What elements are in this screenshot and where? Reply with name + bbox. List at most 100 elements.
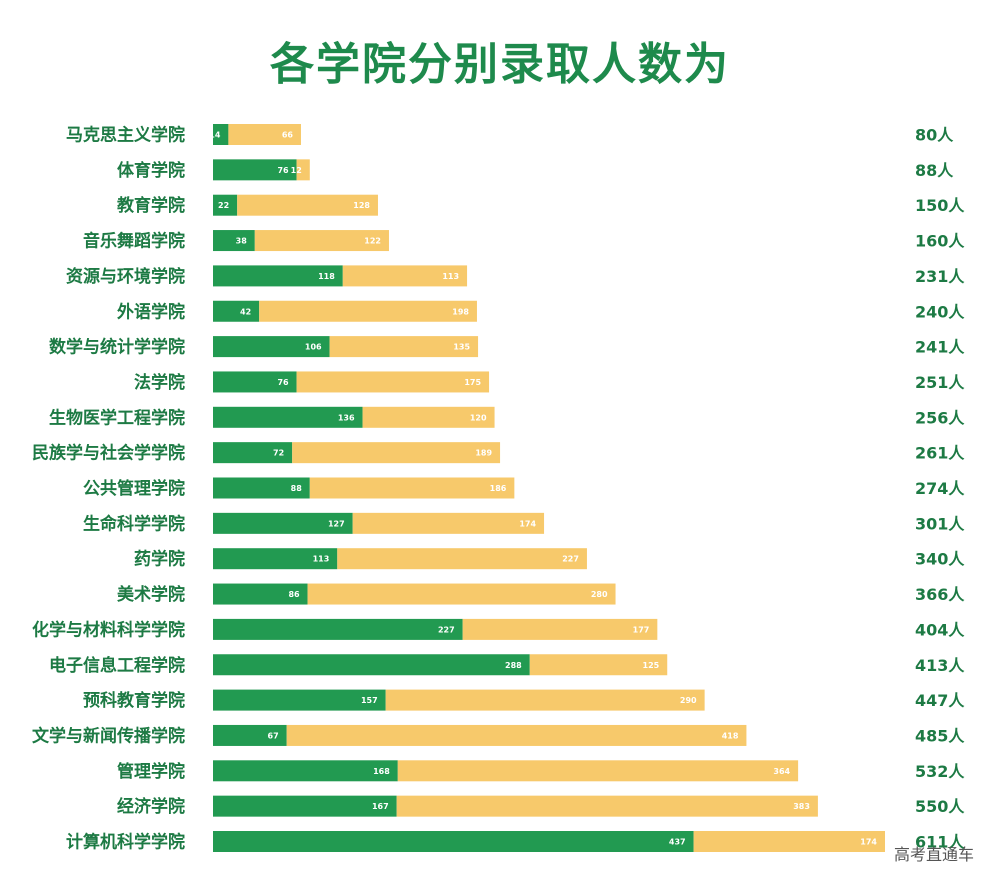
- bar-segment-1: [213, 159, 297, 181]
- bar-segment-1: [213, 442, 293, 464]
- bar-value-label-2: 189: [475, 449, 492, 458]
- category-label: 公共管理学院: [83, 478, 185, 499]
- category-label: 音乐舞蹈学院: [83, 231, 185, 252]
- total-label: 532人: [915, 762, 965, 781]
- bar-segment-1: [213, 124, 229, 145]
- bar-value-label-2: 122: [364, 237, 381, 246]
- bar-value-label-2: 66: [282, 131, 294, 140]
- bar-segment-2: [693, 831, 885, 852]
- bar-value-label-2: 177: [633, 625, 650, 634]
- bar-value-label-2: 198: [452, 307, 469, 316]
- total-label: 301人: [915, 514, 965, 533]
- bar-segment-2: [396, 795, 818, 817]
- category-label: 药学院: [134, 549, 185, 570]
- bar-value-label-1: 42: [240, 307, 251, 316]
- bar-segment-1: [213, 230, 255, 252]
- total-label: 241人: [915, 338, 965, 357]
- bar-segment-1: [213, 760, 398, 782]
- bar-segment-1: [213, 300, 260, 322]
- category-label: 生物医学工程学院: [49, 407, 185, 428]
- bar-value-label-1: 86: [288, 590, 300, 599]
- bar-value-label-2: 290: [680, 696, 697, 705]
- bar-value-label-2: 186: [490, 484, 507, 493]
- total-label: 274人: [915, 479, 965, 498]
- bar-value-label-2: 135: [453, 343, 470, 352]
- bar-value-label-2: 227: [562, 555, 579, 564]
- bar-segment-2: [296, 159, 310, 181]
- bar-segment-1: [213, 795, 397, 817]
- bar-value-label-1: 157: [361, 696, 378, 705]
- category-label: 体育学院: [117, 160, 185, 181]
- bar-value-label-1: 227: [438, 625, 455, 634]
- category-label: 美术学院: [117, 584, 185, 605]
- bar-segment-2: [296, 371, 490, 393]
- bar-segment-2: [329, 336, 479, 358]
- total-label: 340人: [915, 550, 965, 569]
- bar-value-label-1: 113: [313, 555, 330, 564]
- bar-value-label-2: 12: [291, 166, 302, 175]
- bar-segment-1: [213, 689, 386, 711]
- total-label: 366人: [915, 585, 965, 604]
- bar-value-label-1: 14: [209, 131, 221, 140]
- bar-segment-2: [286, 724, 747, 746]
- bar-segment-1: [213, 194, 238, 216]
- bar-segment-2: [385, 689, 705, 711]
- category-label: 化学与材料科学学院: [32, 619, 185, 640]
- bar-segment-1: [213, 618, 463, 640]
- bar-value-label-2: 175: [464, 378, 481, 387]
- category-label: 电子信息工程学院: [49, 655, 185, 676]
- bar-segment-1: [213, 583, 308, 605]
- bar-segment-2: [352, 512, 545, 534]
- total-label: 80人: [915, 126, 954, 145]
- bar-value-label-1: 22: [218, 201, 229, 210]
- bar-segment-2: [292, 442, 501, 464]
- total-label: 231人: [915, 267, 965, 286]
- bar-value-label-1: 437: [669, 838, 686, 847]
- bar-value-label-1: 168: [373, 767, 390, 776]
- category-label: 经济学院: [117, 796, 185, 817]
- bar-value-label-2: 174: [860, 838, 877, 847]
- bar-segment-2: [362, 406, 495, 428]
- bar-value-label-2: 113: [442, 272, 459, 281]
- category-label: 数学与统计学学院: [49, 337, 185, 358]
- total-label: 88人: [915, 161, 954, 180]
- total-label: 150人: [915, 196, 965, 215]
- bar-segment-1: [213, 477, 310, 499]
- bar-segment-1: [213, 371, 297, 393]
- bar-segment-2: [462, 618, 658, 640]
- bar-segment-1: [213, 336, 330, 358]
- total-label: 240人: [915, 302, 965, 321]
- category-label: 预科教育学院: [83, 690, 185, 711]
- total-label: 611人: [915, 833, 965, 852]
- bar-segment-2: [307, 583, 616, 605]
- bar-value-label-1: 136: [338, 413, 355, 422]
- bar-segment-2: [228, 124, 301, 145]
- category-label: 教育学院: [116, 195, 185, 216]
- bar-value-label-2: 128: [353, 201, 370, 210]
- bar-segment-2: [254, 230, 389, 252]
- category-label: 外语学院: [117, 301, 185, 322]
- total-label: 404人: [915, 620, 965, 639]
- bar-value-label-2: 174: [519, 519, 536, 528]
- bar-segment-2: [397, 760, 799, 782]
- watermark-text: 高考直通车: [893, 845, 974, 864]
- bar-value-label-2: 383: [793, 802, 810, 811]
- bar-segment-2: [337, 548, 587, 570]
- bar-value-label-2: 125: [643, 661, 660, 670]
- bar-value-label-2: 418: [722, 731, 739, 740]
- bar-segment-1: [213, 512, 353, 534]
- bar-segment-2: [342, 265, 468, 287]
- total-label: 256人: [915, 408, 965, 427]
- bar-value-label-2: 280: [591, 590, 608, 599]
- bar-segment-2: [259, 300, 477, 322]
- category-label: 文学与新闻传播学院: [32, 725, 185, 746]
- bar-value-label-1: 88: [291, 484, 303, 493]
- bar-value-label-2: 120: [470, 413, 487, 422]
- category-label: 计算机科学学院: [66, 832, 185, 853]
- bar-value-label-1: 38: [236, 237, 248, 246]
- bar-segment-1: [213, 724, 287, 746]
- bar-value-label-1: 72: [273, 449, 284, 458]
- total-label: 550人: [915, 797, 965, 816]
- category-label: 生命科学学院: [83, 513, 185, 534]
